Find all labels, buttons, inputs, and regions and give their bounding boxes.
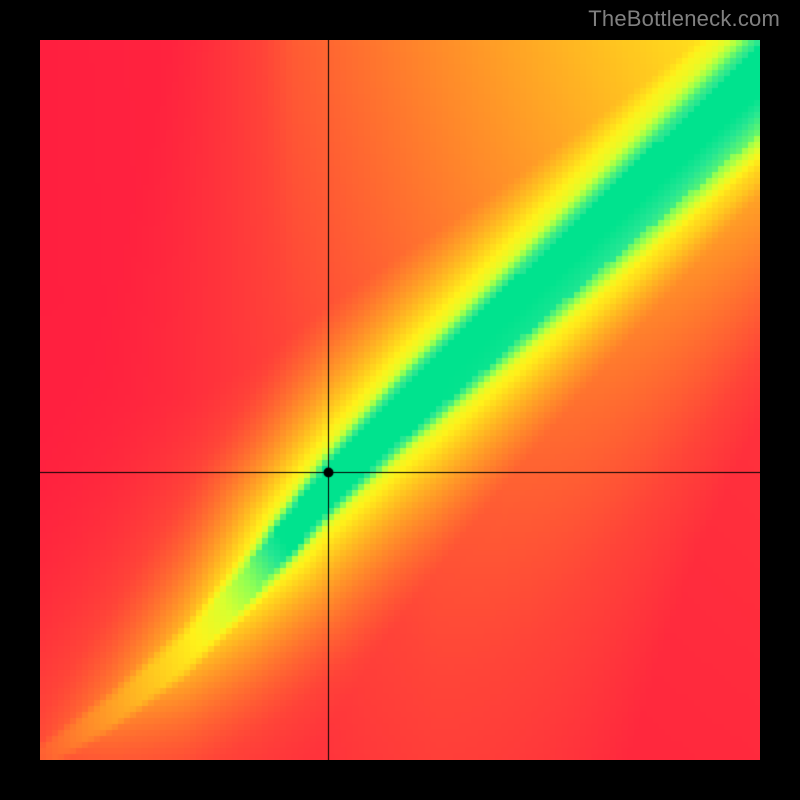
watermark-text: TheBottleneck.com bbox=[588, 6, 780, 32]
heatmap-canvas bbox=[40, 40, 760, 760]
chart-container: TheBottleneck.com bbox=[0, 0, 800, 800]
